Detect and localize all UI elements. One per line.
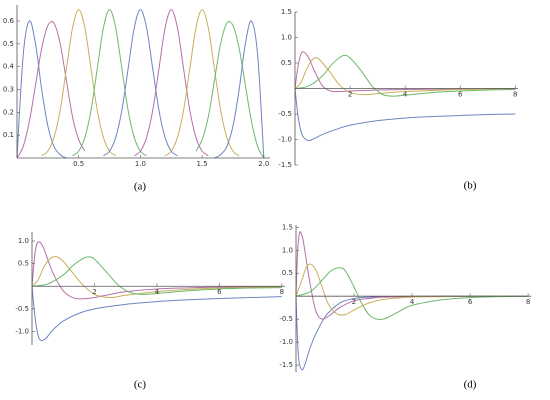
panel-caption: (b) <box>464 180 477 192</box>
x-tick-label: 4 <box>410 298 415 306</box>
y-tick-label: 0.3 <box>3 85 14 93</box>
curve <box>294 88 516 142</box>
y-tick-label: 1.5 <box>281 8 292 16</box>
x-tick-label: 1.0 <box>135 160 146 168</box>
curve <box>16 20 67 159</box>
curve <box>195 21 265 159</box>
curve <box>72 9 147 157</box>
y-tick-label: 1.0 <box>18 237 29 245</box>
x-tick-label: 4 <box>155 288 160 296</box>
y-tick-label: -1.0 <box>279 338 293 346</box>
x-tick-label: 0.5 <box>73 160 84 168</box>
y-tick-label: -1.5 <box>279 361 293 369</box>
curve <box>41 9 117 157</box>
panel-caption: (a) <box>134 181 147 193</box>
curve <box>31 256 282 295</box>
y-tick-label: -1.0 <box>15 327 29 335</box>
curve <box>294 51 516 93</box>
curve <box>294 57 516 96</box>
panel-caption: (c) <box>134 379 147 391</box>
curve <box>31 241 282 300</box>
y-tick-label: 0.5 <box>3 40 14 48</box>
curve <box>133 9 209 157</box>
curve <box>295 263 529 316</box>
curve <box>31 286 282 342</box>
y-tick-label: 0.5 <box>281 59 292 67</box>
y-tick-label: -0.5 <box>278 110 292 118</box>
curve <box>294 54 516 97</box>
y-tick-label: 1.0 <box>281 34 292 42</box>
y-tick-label: 0.6 <box>3 17 15 25</box>
y-tick-label: 0.5 <box>282 269 293 277</box>
y-tick-label: 0.5 <box>18 260 29 268</box>
y-tick-label: -1.5 <box>278 161 292 169</box>
y-tick-label: 1.5 <box>282 223 293 231</box>
curve <box>16 21 86 159</box>
y-tick-label: -0.5 <box>279 315 293 323</box>
x-tick-label: 2 <box>348 91 352 99</box>
y-tick-label: 1.0 <box>282 246 293 254</box>
y-tick-label: 0.4 <box>3 63 15 71</box>
x-tick-label: 2 <box>92 288 96 296</box>
curve <box>295 267 529 320</box>
y-tick-label: 0.2 <box>3 108 14 116</box>
x-tick-label: 2 <box>352 298 356 306</box>
x-tick-label: 8 <box>513 91 517 99</box>
x-tick-label: 2.0 <box>258 160 269 168</box>
curve <box>103 9 178 157</box>
curve <box>31 256 282 299</box>
x-tick-label: 6 <box>458 91 463 99</box>
x-tick-label: 8 <box>280 288 284 296</box>
y-tick-label: -0.5 <box>15 305 29 313</box>
x-tick-label: 1.5 <box>197 160 208 168</box>
curve <box>164 9 240 157</box>
panel-caption: (d) <box>464 379 477 391</box>
curve <box>295 231 529 320</box>
y-tick-label: 0.1 <box>3 131 14 139</box>
curve <box>214 20 265 159</box>
y-tick-label: -1.0 <box>278 136 292 144</box>
x-tick-label: 6 <box>217 288 222 296</box>
x-tick-label: 8 <box>526 298 530 306</box>
x-tick-label: 6 <box>468 298 473 306</box>
x-tick-label: 4 <box>403 91 408 99</box>
